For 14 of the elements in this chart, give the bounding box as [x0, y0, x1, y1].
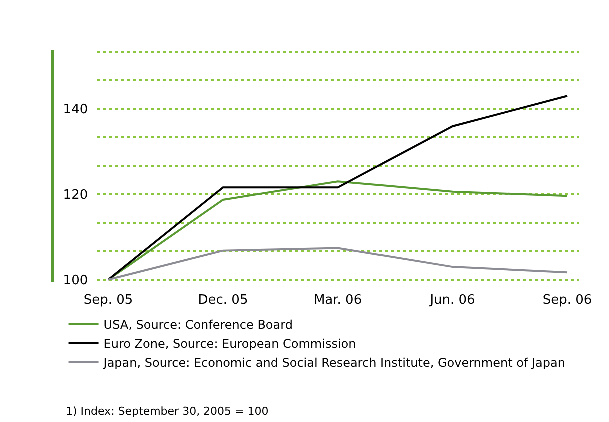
text: 1) Index: September 30, 2005 = 100 — [66, 405, 269, 418]
y-tick-label: 100 — [63, 273, 88, 288]
line-series — [108, 95, 569, 281]
line-series — [108, 247, 569, 281]
y-tick-label: 140 — [63, 102, 88, 118]
x-tick-label: Mar. 06 — [314, 293, 362, 308]
legend-label: Euro Zone, Source: European Commission — [104, 337, 356, 352]
x-tick-label: Sep. 06 — [542, 293, 592, 308]
x-tick-label: Sep. 05 — [84, 293, 134, 308]
legend-label: USA, Source: Conference Board — [104, 318, 293, 332]
legend-label: Japan, Source: Economic and Social Research Institute, Government of Japan — [102, 356, 566, 370]
x-tick-label: Dec. 05 — [198, 293, 248, 308]
y-tick-label: 120 — [63, 188, 88, 203]
x-tick-label: Jun. 06 — [429, 293, 476, 308]
